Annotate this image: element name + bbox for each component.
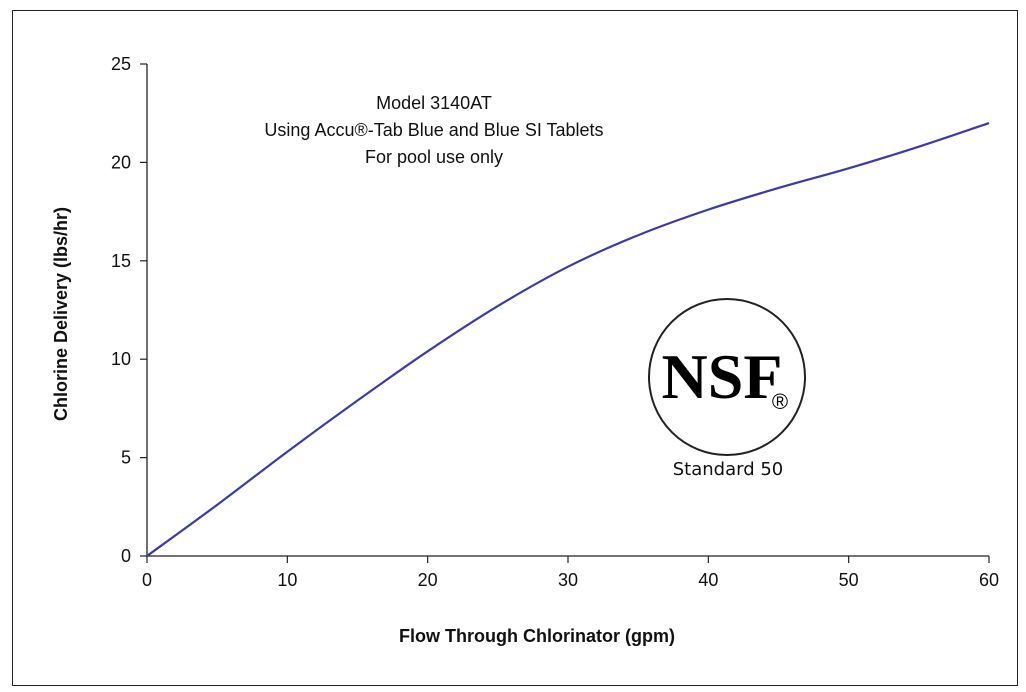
chart-title-line-1: Model 3140AT bbox=[376, 93, 492, 113]
y-axis-label: Chlorine Delivery (lbs/hr) bbox=[51, 207, 71, 421]
x-tick-label: 50 bbox=[839, 570, 859, 590]
y-tick-label: 0 bbox=[121, 546, 131, 566]
nsf-logo: NSF ® Standard 50 bbox=[649, 299, 805, 480]
nsf-logo-text: NSF bbox=[662, 341, 783, 412]
y-tick-label: 20 bbox=[111, 152, 131, 172]
x-tick-label: 0 bbox=[142, 570, 152, 590]
x-tick-label: 20 bbox=[418, 570, 438, 590]
x-tick-label: 30 bbox=[558, 570, 578, 590]
series-layer bbox=[147, 123, 989, 556]
nsf-standard-caption: Standard 50 bbox=[673, 459, 784, 480]
series-line bbox=[147, 123, 989, 556]
y-tick-label: 25 bbox=[111, 54, 131, 74]
y-tick-label: 5 bbox=[121, 448, 131, 468]
chart-title-line-2: Using Accu®-Tab Blue and Blue SI Tablets bbox=[264, 120, 603, 140]
chart-frame: 0 10 20 30 40 50 60 0 5 10 15 20 25 Model 3140AT Usi… bbox=[12, 10, 1018, 686]
x-tick-label: 10 bbox=[277, 570, 297, 590]
x-tick-label: 60 bbox=[979, 570, 999, 590]
y-tick-label: 15 bbox=[111, 251, 131, 271]
x-tick-label: 40 bbox=[698, 570, 718, 590]
x-axis-label: Flow Through Chlorinator (gpm) bbox=[399, 626, 675, 646]
chart: 0 10 20 30 40 50 60 0 5 10 15 20 25 Model 3140AT Usi… bbox=[13, 11, 1019, 687]
chart-title-line-3: For pool use only bbox=[365, 147, 503, 167]
nsf-registered-mark: ® bbox=[772, 389, 788, 414]
y-tick-label: 10 bbox=[111, 349, 131, 369]
